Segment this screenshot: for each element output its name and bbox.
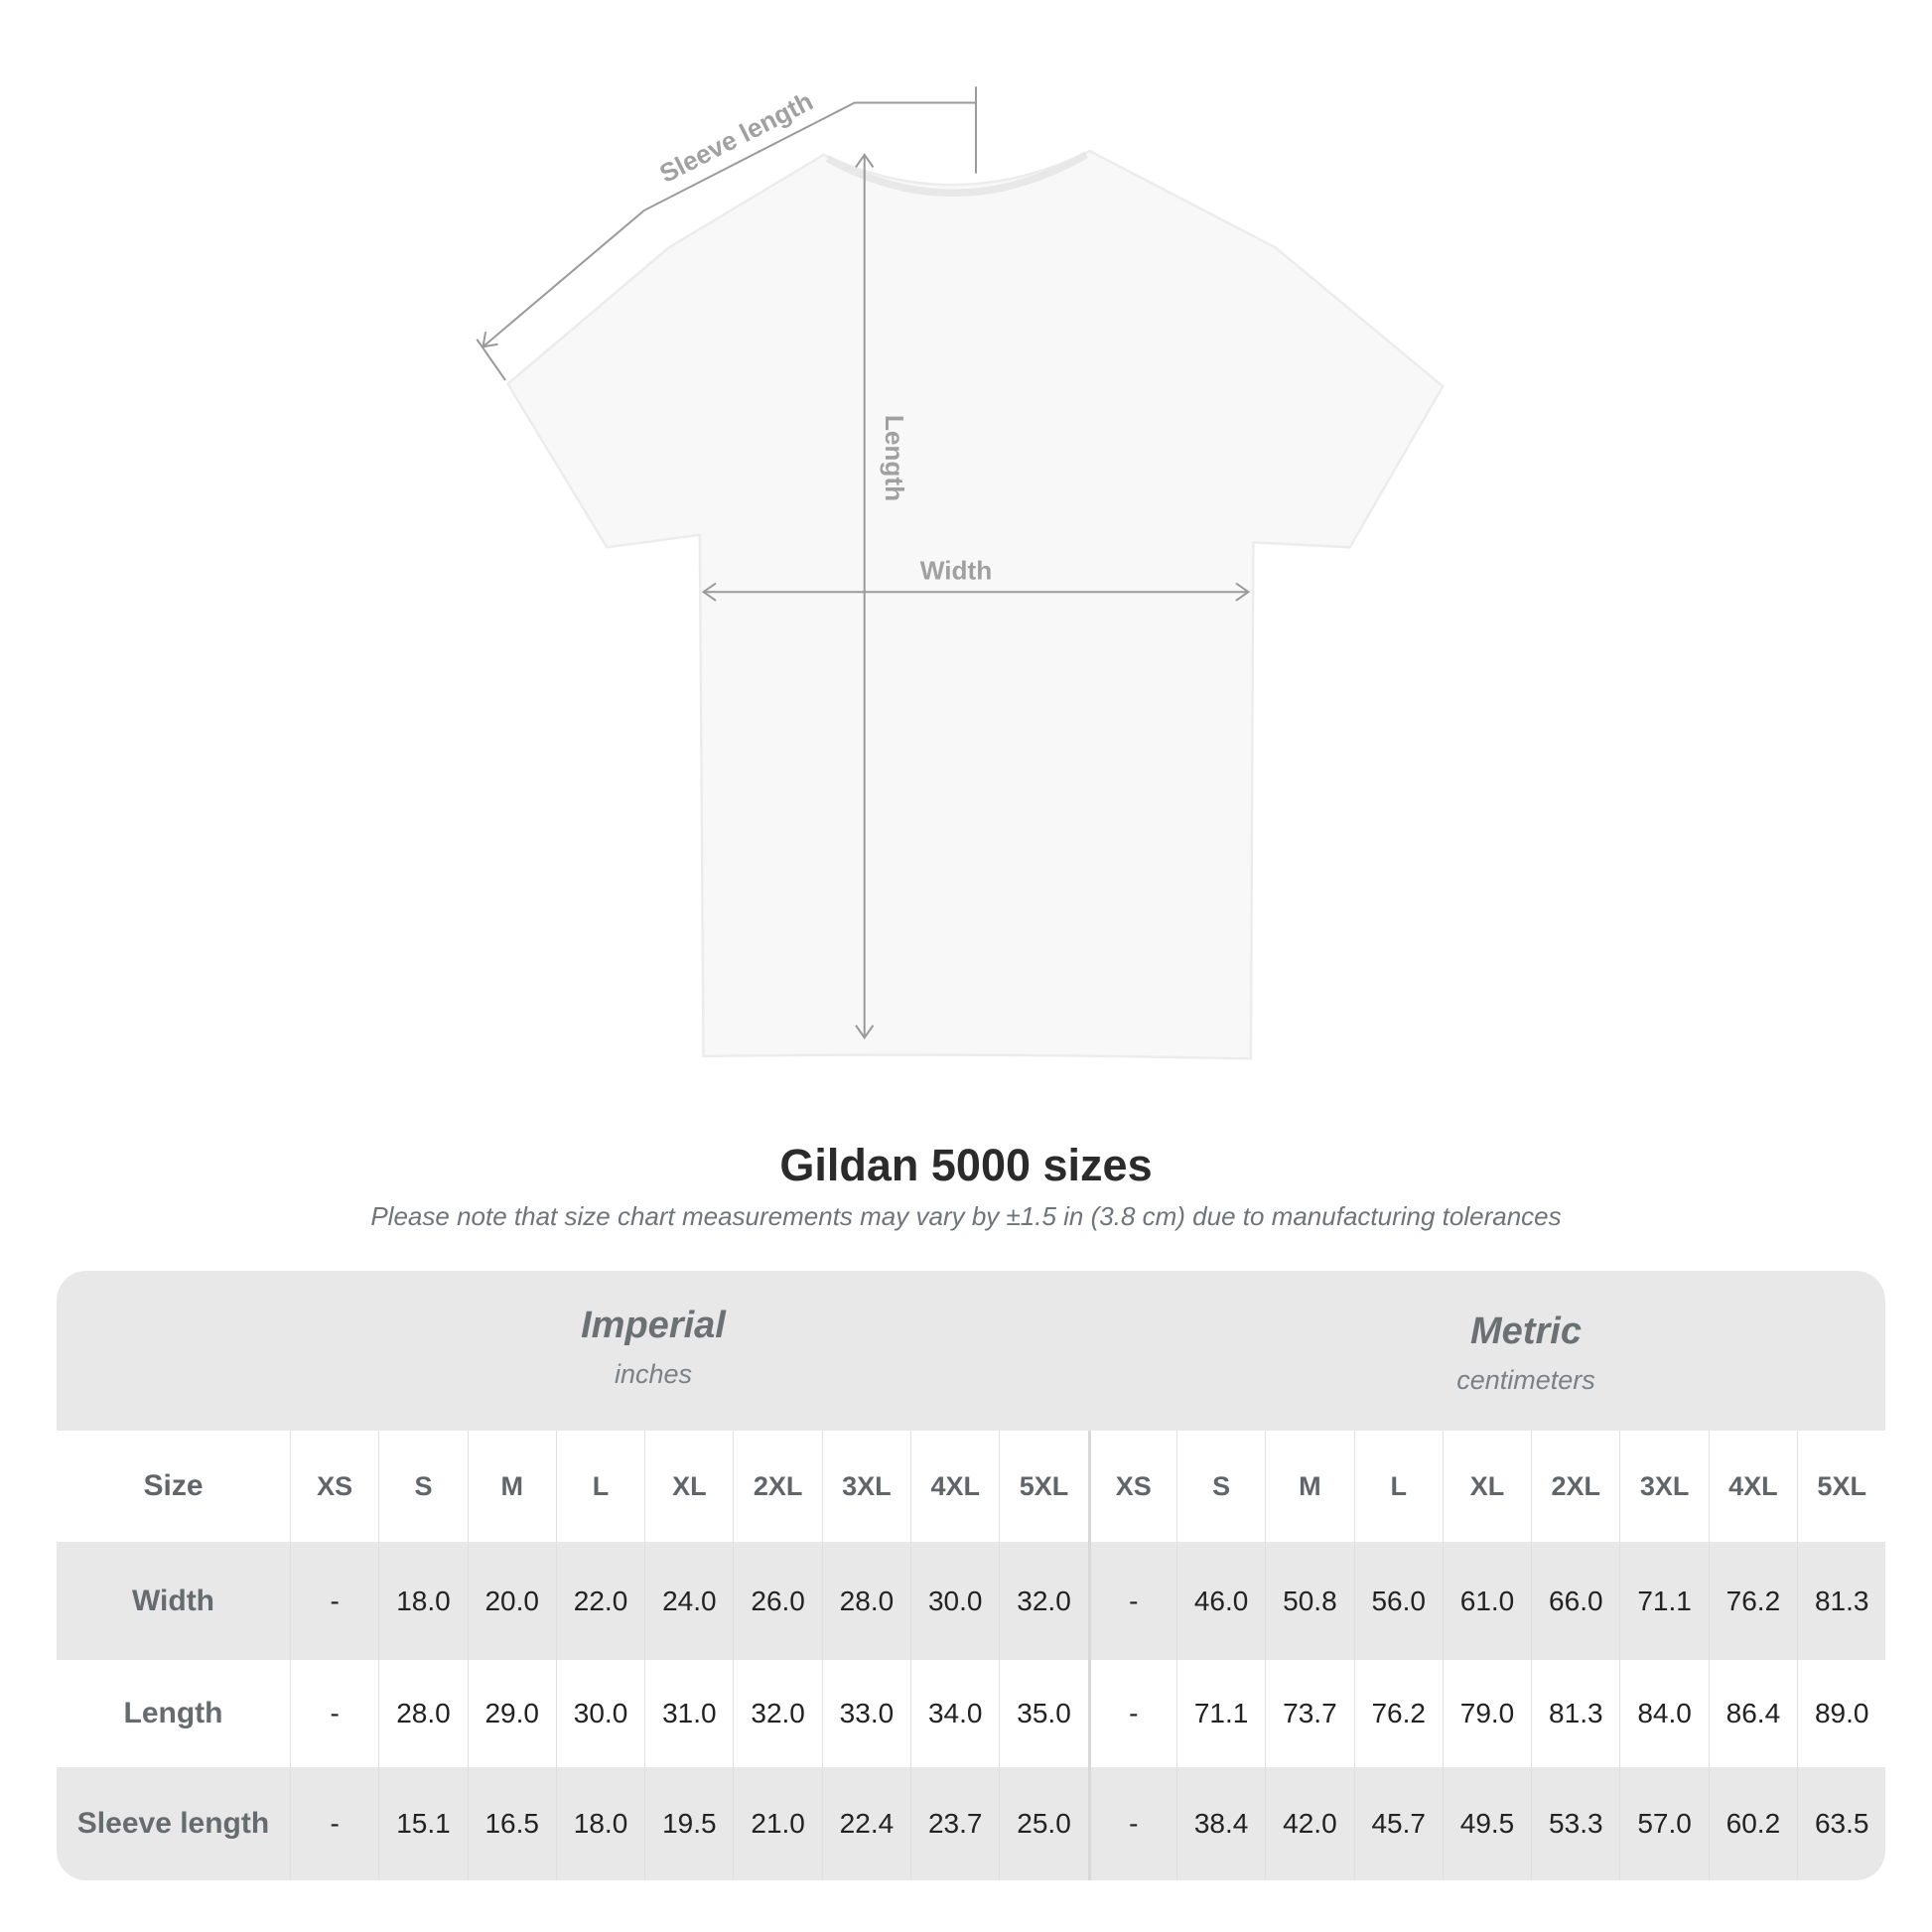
imperial-value-cell: 19.5 bbox=[644, 1767, 733, 1880]
table-row: Length -28.0 29.0 30.0 31.0 32.0 33.0 34.0 35.0-… bbox=[57, 1660, 1885, 1767]
metric-size-5xl: 5XL bbox=[1797, 1431, 1885, 1542]
imperial-size-4xl: 4XL bbox=[910, 1431, 999, 1542]
unit-header-band bbox=[57, 1271, 1885, 1431]
length-arrow bbox=[855, 153, 875, 1039]
row-label: Sleeve length bbox=[76, 1807, 270, 1840]
metric-size-l: L bbox=[1353, 1431, 1443, 1542]
imperial-value-cell: 31.0 bbox=[644, 1660, 733, 1767]
table-row: Width -18.0 20.0 22.0 24.0 26.0 28.0 30.0 32.0-4… bbox=[57, 1542, 1885, 1660]
imperial-value-cell: 22.0 bbox=[555, 1542, 644, 1660]
metric-size-xs: XS bbox=[1087, 1431, 1176, 1542]
metric-value-cell: 50.8 bbox=[1265, 1542, 1353, 1660]
metric-value-cell: 81.3 bbox=[1797, 1542, 1885, 1660]
sleeve-length-arrow bbox=[476, 86, 977, 381]
metric-size-2xl: 2XL bbox=[1531, 1431, 1619, 1542]
metric-value-cell: 86.4 bbox=[1708, 1660, 1797, 1767]
metric-value-cell: 42.0 bbox=[1265, 1767, 1353, 1880]
metric-value-cell: 60.2 bbox=[1708, 1767, 1797, 1880]
metric-size-4xl: 4XL bbox=[1708, 1431, 1797, 1542]
imperial-size-s: S bbox=[378, 1431, 467, 1542]
metric-value-cell: 71.1 bbox=[1175, 1660, 1265, 1767]
table-row: Sleeve length -15.1 16.5 18.0 19.5 21.0 22.4 23… bbox=[57, 1767, 1885, 1880]
imperial-value-cell: 26.0 bbox=[733, 1542, 821, 1660]
metric-value-cell: 49.5 bbox=[1442, 1767, 1531, 1880]
imperial-value-cell: 23.7 bbox=[910, 1767, 999, 1880]
imperial-size-m: M bbox=[467, 1431, 556, 1542]
metric-value-cell: 73.7 bbox=[1265, 1660, 1353, 1767]
imperial-size-2xl: 2XL bbox=[733, 1431, 821, 1542]
row-label: Width bbox=[131, 1584, 215, 1617]
imperial-value-cell: 28.0 bbox=[378, 1660, 467, 1767]
imperial-value-cell: 29.0 bbox=[467, 1660, 556, 1767]
metric-unit: centimeters bbox=[1456, 1365, 1595, 1395]
imperial-value-cell: - bbox=[290, 1660, 378, 1767]
imperial-value-cell: 34.0 bbox=[910, 1660, 999, 1767]
row-label: Length bbox=[123, 1697, 223, 1729]
imperial-heading: Imperial bbox=[581, 1305, 726, 1346]
metric-value-cell: 61.0 bbox=[1442, 1542, 1531, 1660]
metric-value-cell: - bbox=[1087, 1542, 1176, 1660]
size-table: Imperial inches Metric centimeters Size X… bbox=[57, 1271, 1885, 1880]
width-label: Width bbox=[920, 556, 992, 586]
length-label: Length bbox=[880, 415, 909, 501]
size-label: Size bbox=[143, 1469, 204, 1502]
metric-value-cell: - bbox=[1087, 1660, 1176, 1767]
imperial-value-cell: 32.0 bbox=[999, 1542, 1087, 1660]
metric-value-cell: 63.5 bbox=[1797, 1767, 1885, 1880]
imperial-value-cell: 22.4 bbox=[821, 1767, 910, 1880]
metric-size-m: M bbox=[1265, 1431, 1353, 1542]
imperial-value-cell: 28.0 bbox=[821, 1542, 910, 1660]
imperial-value-cell: 30.0 bbox=[910, 1542, 999, 1660]
imperial-value-cell: 16.5 bbox=[467, 1767, 556, 1880]
imperial-header: Imperial inches bbox=[405, 1305, 901, 1390]
imperial-value-cell: 24.0 bbox=[644, 1542, 733, 1660]
metric-size-xl: XL bbox=[1442, 1431, 1531, 1542]
imperial-value-cell: - bbox=[290, 1542, 378, 1660]
imperial-value-cell: - bbox=[290, 1767, 378, 1880]
metric-value-cell: 56.0 bbox=[1353, 1542, 1443, 1660]
metric-value-cell: 46.0 bbox=[1175, 1542, 1265, 1660]
width-arrow bbox=[701, 582, 1251, 602]
metric-value-cell: 76.2 bbox=[1708, 1542, 1797, 1660]
imperial-value-cell: 18.0 bbox=[378, 1542, 467, 1660]
metric-value-cell: - bbox=[1087, 1767, 1176, 1880]
tolerance-note: Please note that size chart measurements… bbox=[370, 1201, 1562, 1231]
metric-value-cell: 81.3 bbox=[1531, 1660, 1619, 1767]
metric-value-cell: 76.2 bbox=[1353, 1660, 1443, 1767]
metric-value-cell: 53.3 bbox=[1531, 1767, 1619, 1880]
imperial-value-cell: 21.0 bbox=[733, 1767, 821, 1880]
metric-header: Metric centimeters bbox=[1278, 1311, 1774, 1396]
metric-value-cell: 57.0 bbox=[1619, 1767, 1708, 1880]
imperial-size-l: L bbox=[555, 1431, 644, 1542]
imperial-value-cell: 33.0 bbox=[821, 1660, 910, 1767]
imperial-size-5xl: 5XL bbox=[999, 1431, 1087, 1542]
imperial-value-cell: 20.0 bbox=[467, 1542, 556, 1660]
imperial-value-cell: 32.0 bbox=[733, 1660, 821, 1767]
metric-size-3xl: 3XL bbox=[1619, 1431, 1708, 1542]
metric-value-cell: 71.1 bbox=[1619, 1542, 1708, 1660]
metric-value-cell: 38.4 bbox=[1175, 1767, 1265, 1880]
imperial-size-xs: XS bbox=[290, 1431, 378, 1542]
tshirt-diagram: Sleeve length Length Width bbox=[476, 86, 1445, 1060]
metric-value-cell: 45.7 bbox=[1353, 1767, 1443, 1880]
size-header-row: Size XS S M L XL 2XL 3XL 4XL 5XL XS S M L XL 2XL 3XL 4XL 5… bbox=[57, 1431, 1885, 1542]
metric-value-cell: 89.0 bbox=[1797, 1660, 1885, 1767]
metric-value-cell: 66.0 bbox=[1531, 1542, 1619, 1660]
tshirt-shape bbox=[505, 149, 1445, 1060]
imperial-size-xl: XL bbox=[644, 1431, 733, 1542]
metric-size-s: S bbox=[1175, 1431, 1265, 1542]
imperial-value-cell: 25.0 bbox=[999, 1767, 1087, 1880]
metric-value-cell: 84.0 bbox=[1619, 1660, 1708, 1767]
metric-heading: Metric bbox=[1470, 1311, 1582, 1352]
imperial-value-cell: 35.0 bbox=[999, 1660, 1087, 1767]
imperial-size-3xl: 3XL bbox=[821, 1431, 910, 1542]
imperial-value-cell: 30.0 bbox=[555, 1660, 644, 1767]
imperial-value-cell: 18.0 bbox=[555, 1767, 644, 1880]
metric-value-cell: 79.0 bbox=[1442, 1660, 1531, 1767]
chart-title: Gildan 5000 sizes bbox=[779, 1140, 1153, 1190]
imperial-unit: inches bbox=[614, 1359, 693, 1389]
imperial-value-cell: 15.1 bbox=[378, 1767, 467, 1880]
